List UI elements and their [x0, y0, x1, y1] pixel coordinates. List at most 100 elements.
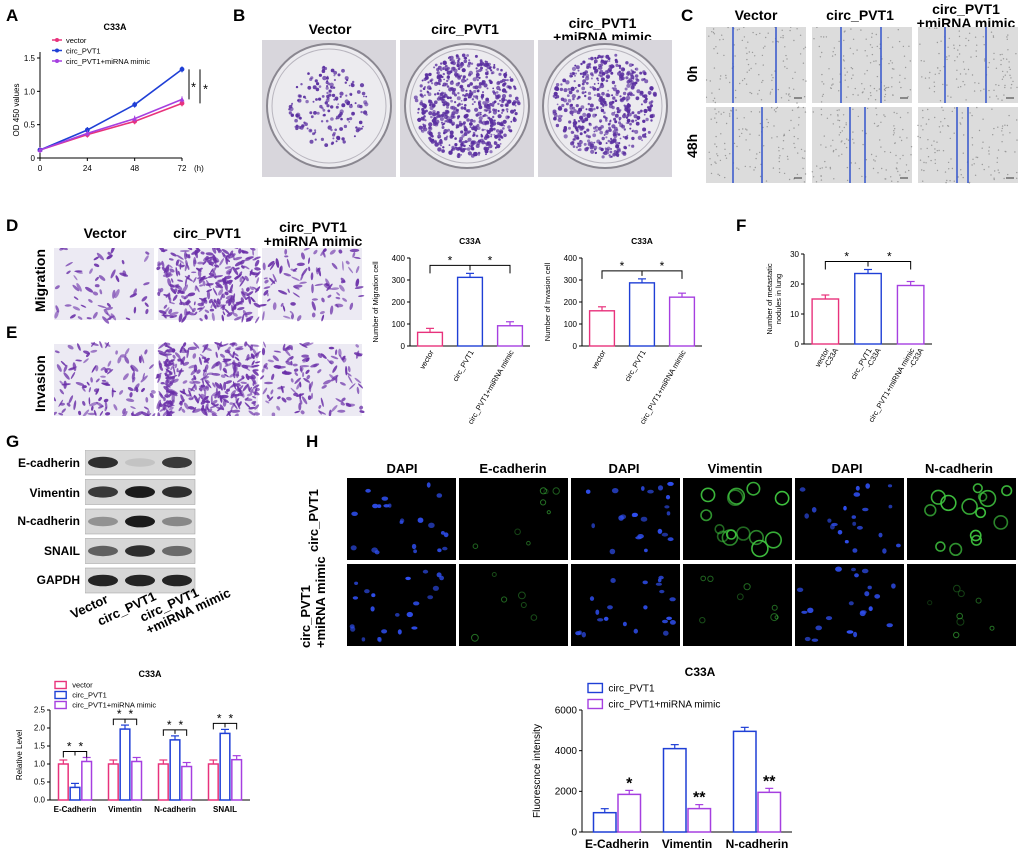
if-cell [748, 529, 765, 546]
scratch-cell [843, 60, 845, 62]
colony-dot [573, 119, 576, 122]
scratch-cell [960, 86, 962, 88]
transwell-cell [286, 258, 290, 268]
transwell-cell [244, 356, 254, 361]
colony-dot [474, 95, 479, 99]
colony-dot [558, 105, 562, 110]
scratch-cell [884, 151, 886, 153]
transwell-cell [179, 301, 185, 306]
colony-dot [612, 87, 617, 92]
scratch-cell [1016, 177, 1018, 179]
scratch-cell [715, 113, 717, 115]
transwell-cell [117, 356, 122, 364]
colony-dot [501, 100, 505, 104]
scratch-cell [963, 68, 966, 70]
transwell-cell [249, 344, 254, 351]
blot-band [162, 574, 192, 587]
transwell-cell [310, 272, 314, 281]
transwell-cell [217, 390, 221, 399]
colony-dot [502, 119, 507, 124]
colony-dot [455, 54, 459, 58]
colony-dot [297, 98, 302, 103]
colony-dot [461, 53, 466, 58]
scratch-cell [900, 86, 902, 89]
transwell-cell [178, 313, 183, 323]
scratch-cell [875, 107, 877, 109]
chartDmig-ytick-label: 400 [392, 254, 406, 263]
colony-dot [357, 104, 361, 108]
transwell-cell [214, 403, 219, 407]
colony-dot [457, 92, 460, 95]
if-cell [993, 515, 1009, 530]
transwell-cell [82, 385, 87, 389]
transwell-cell [185, 394, 191, 397]
if-cell [546, 510, 551, 515]
scratch-cell [976, 156, 979, 159]
scratch-cell [938, 149, 940, 152]
scratch-cell [905, 164, 908, 166]
colony-dot [434, 100, 438, 104]
transwell-cell [105, 412, 111, 416]
scratch-cell [782, 60, 785, 62]
colony-dot [651, 89, 653, 91]
colony-dot [648, 101, 653, 105]
if-cell [953, 631, 960, 639]
colony-dot [326, 91, 329, 95]
transwell-cell [168, 414, 172, 416]
colony-dot [337, 73, 341, 77]
transwell-cell [221, 305, 225, 311]
colony-dot [642, 127, 647, 132]
colony-dot [478, 105, 483, 110]
scratch-cell [945, 181, 947, 184]
scratch-cell [893, 68, 895, 70]
colony-dot [315, 87, 320, 92]
scratch-cell [767, 121, 769, 124]
scratch-cell [1001, 99, 1003, 101]
transwell-cell [156, 266, 161, 271]
colony-dot [458, 120, 462, 124]
colony-dot [442, 98, 445, 101]
transwell-cell [180, 356, 186, 365]
scratch-cell [938, 126, 941, 128]
scratch-cell [948, 37, 950, 40]
colony-dot [433, 81, 439, 86]
colony-dot [339, 109, 344, 114]
scratch-cell [803, 96, 806, 98]
colony-dot [451, 59, 455, 63]
colony-dot [615, 92, 619, 96]
scratch-cell [920, 148, 922, 150]
transwell-cell [197, 307, 203, 310]
scratch-cell [750, 111, 752, 113]
scratch-cell [997, 169, 999, 171]
if-nucleus [365, 488, 371, 493]
transwell-cell [185, 311, 195, 316]
scratch-cell [838, 155, 840, 157]
transwell-cell [127, 386, 134, 392]
chartDmig-xtick-label: vector [418, 348, 436, 371]
scratch-cell [739, 82, 741, 85]
colony-dot [579, 73, 582, 75]
scratch-cell [906, 137, 908, 139]
scratch-cell [951, 167, 954, 170]
transwell-cell [225, 298, 231, 304]
chartDmig-title: C33A [459, 236, 481, 246]
scratch-cell [837, 115, 839, 117]
scratch-cell [1003, 94, 1005, 96]
scratch-cell [746, 71, 748, 73]
transwell-cell [98, 396, 102, 402]
transwell-cell [191, 271, 197, 274]
transwell-cell [277, 396, 281, 400]
colony-dot [586, 128, 590, 132]
colony-dot [288, 111, 292, 115]
scratch-cell [896, 162, 898, 164]
scratch-cell [922, 117, 924, 119]
scratch-cell [898, 81, 901, 83]
colony-dot [344, 81, 347, 84]
colony-dot [330, 85, 334, 90]
colony-dot [635, 119, 637, 122]
scratch-cell [745, 47, 747, 49]
colony-dot [446, 85, 450, 88]
colony-dot [478, 153, 480, 156]
b-col-title-vector: Vector [308, 21, 352, 37]
scratch-cell [831, 84, 833, 86]
